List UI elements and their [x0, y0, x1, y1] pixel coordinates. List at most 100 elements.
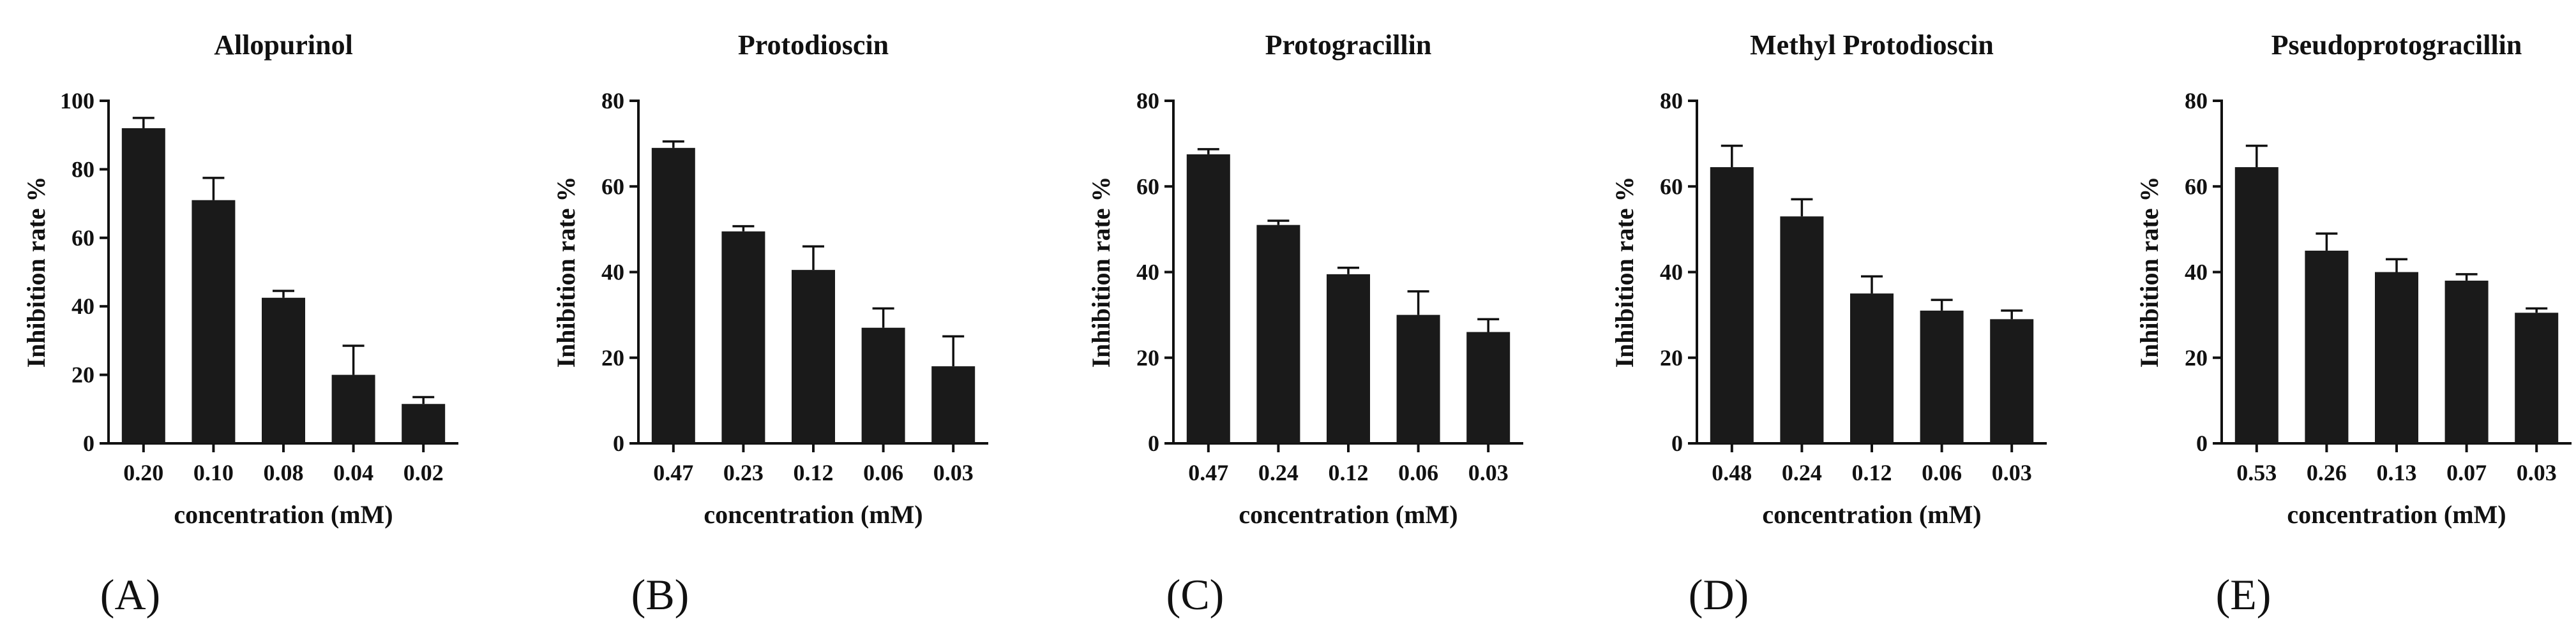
chart-title: Protogracillin	[1265, 29, 1432, 61]
bar	[262, 297, 305, 443]
chart-title: Methyl Protodioscin	[1750, 29, 1994, 61]
chart-panel-5: Pseudoprotogracillin 0 20 40 60 80 Inhibition …	[2135, 29, 2572, 619]
y-tick-label: 40	[1136, 260, 1159, 285]
bar	[121, 128, 165, 443]
chart-panel-4: Methyl Protodioscin 0 20 40 60 80 Inhibition r…	[1610, 29, 2047, 619]
y-tick-label: 80	[601, 88, 624, 114]
bar	[861, 327, 905, 443]
y-tick-label: 0	[2196, 431, 2208, 456]
bar	[192, 200, 236, 443]
bar	[1256, 225, 1300, 443]
chart-panel-2: Protodioscin 0 20 40 60 80 Inhibition rate % 0.…	[552, 29, 988, 619]
bar	[1327, 274, 1370, 443]
x-tick-label: 0.13	[2377, 460, 2417, 485]
y-axis-title: Inhibition rate %	[552, 176, 580, 367]
panel-label: (C)	[1166, 570, 1224, 619]
y-tick-label: 80	[72, 156, 94, 182]
x-tick-label: 0.10	[193, 460, 234, 485]
x-tick-label: 0.02	[403, 460, 444, 485]
chart-panel-3: Protogracillin 0 20 40 60 80 Inhibition rate %…	[1087, 29, 1523, 619]
y-tick-label: 0	[1671, 431, 1683, 456]
x-tick-label: 0.20	[123, 460, 163, 485]
chart-panel-1: Allopurinol 0 20 40 60 80 100 Inhibition rate %…	[22, 29, 458, 619]
x-tick-label: 0.08	[264, 460, 304, 485]
bar	[1710, 167, 1754, 443]
bar	[1920, 310, 1964, 443]
bar	[651, 147, 695, 443]
x-tick-label: 0.03	[933, 460, 974, 485]
y-tick-label: 80	[2185, 88, 2208, 114]
bar	[2375, 272, 2418, 443]
bar	[402, 404, 446, 443]
y-tick-label: 20	[1660, 345, 1683, 371]
y-tick-label: 60	[2185, 174, 2208, 199]
x-tick-label: 0.26	[2307, 460, 2347, 485]
bar	[1780, 216, 1824, 443]
bar	[1850, 293, 1894, 443]
y-tick-label: 0	[1148, 431, 1159, 456]
y-tick-label: 20	[601, 345, 624, 371]
panel-label: (D)	[1689, 570, 1749, 619]
x-tick-label: 0.03	[2517, 460, 2557, 485]
y-tick-label: 100	[60, 88, 94, 114]
bar	[2305, 250, 2349, 443]
y-tick-label: 80	[1660, 88, 1683, 114]
x-axis-title: concentration (mM)	[704, 500, 923, 529]
bar	[2515, 313, 2559, 443]
x-tick-label: 0.07	[2446, 460, 2487, 485]
x-tick-label: 0.24	[1258, 460, 1299, 485]
x-tick-label: 0.03	[1992, 460, 2032, 485]
x-tick-label: 0.12	[1329, 460, 1369, 485]
y-tick-label: 60	[72, 225, 94, 251]
x-tick-label: 0.12	[1852, 460, 1892, 485]
panel-label: (E)	[2216, 570, 2271, 619]
bar	[1466, 332, 1510, 443]
x-tick-label: 0.24	[1782, 460, 1822, 485]
x-tick-label: 0.06	[1398, 460, 1438, 485]
bar	[1186, 154, 1230, 443]
panel-label: (B)	[631, 570, 689, 619]
bar	[792, 270, 835, 443]
y-tick-label: 40	[72, 293, 94, 319]
x-tick-label: 0.12	[794, 460, 834, 485]
x-tick-label: 0.47	[653, 460, 693, 485]
y-tick-label: 20	[1136, 345, 1159, 371]
y-axis-title: Inhibition rate %	[1087, 176, 1115, 367]
chart-title: Pseudoprotogracillin	[2271, 29, 2522, 61]
y-axis-title: Inhibition rate %	[1610, 176, 1639, 367]
y-tick-label: 20	[2185, 345, 2208, 371]
x-tick-label: 0.23	[723, 460, 764, 485]
y-tick-label: 40	[1660, 260, 1683, 285]
x-tick-label: 0.03	[1468, 460, 1509, 485]
x-tick-label: 0.04	[333, 460, 373, 485]
y-tick-label: 60	[1660, 174, 1683, 199]
bar	[331, 374, 375, 443]
y-tick-label: 20	[72, 362, 94, 388]
x-tick-label: 0.47	[1188, 460, 1228, 485]
bar	[931, 366, 975, 443]
y-tick-label: 60	[601, 174, 624, 199]
y-tick-label: 40	[2185, 260, 2208, 285]
chart-title: Allopurinol	[214, 29, 353, 61]
x-axis-title: concentration (mM)	[1762, 500, 1981, 529]
y-tick-label: 60	[1136, 174, 1159, 199]
x-axis-title: concentration (mM)	[1239, 500, 1457, 529]
bar	[2444, 280, 2489, 443]
y-tick-label: 40	[601, 260, 624, 285]
bar	[1990, 319, 2034, 443]
bar	[1396, 314, 1440, 443]
x-axis-title: concentration (mM)	[2287, 500, 2506, 529]
y-axis-title: Inhibition rate %	[2135, 176, 2164, 367]
y-tick-label: 0	[613, 431, 624, 456]
y-axis-title: Inhibition rate %	[22, 176, 50, 367]
bar	[2234, 167, 2278, 443]
y-tick-label: 80	[1136, 88, 1159, 114]
x-tick-label: 0.53	[2236, 460, 2277, 485]
x-axis-title: concentration (mM)	[174, 500, 393, 529]
y-tick-label: 0	[83, 431, 94, 456]
x-tick-label: 0.48	[1712, 460, 1752, 485]
x-tick-label: 0.06	[1922, 460, 1962, 485]
panel-label: (A)	[100, 570, 160, 619]
chart-title: Protodioscin	[738, 29, 889, 61]
